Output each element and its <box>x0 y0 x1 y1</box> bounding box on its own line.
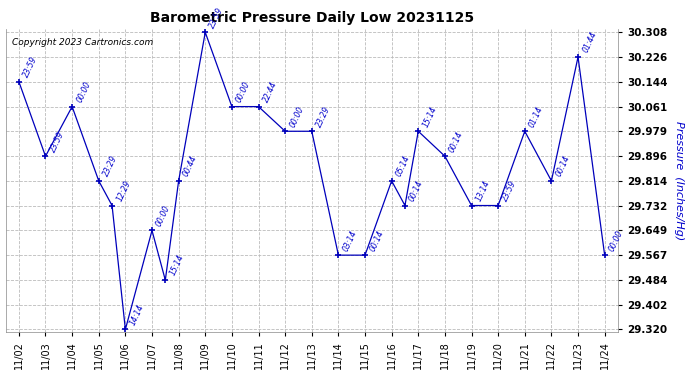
Text: 14:14: 14:14 <box>128 303 146 327</box>
Text: 00:00: 00:00 <box>235 80 252 104</box>
Text: 23:29: 23:29 <box>101 154 119 178</box>
Text: 00:00: 00:00 <box>75 80 92 104</box>
Text: 23:29: 23:29 <box>315 105 332 129</box>
Text: 00:00: 00:00 <box>607 228 625 252</box>
Title: Barometric Pressure Daily Low 20231125: Barometric Pressure Daily Low 20231125 <box>150 11 474 26</box>
Text: 00:00: 00:00 <box>155 204 172 228</box>
Text: 00:14: 00:14 <box>368 228 385 252</box>
Text: 22:44: 22:44 <box>262 80 279 104</box>
Text: 00:14: 00:14 <box>408 179 425 203</box>
Text: 15:14: 15:14 <box>168 254 186 278</box>
Text: 23:59: 23:59 <box>501 179 518 203</box>
Text: 00:14: 00:14 <box>448 130 465 153</box>
Text: 13:14: 13:14 <box>474 179 492 203</box>
Text: 23:59: 23:59 <box>208 6 226 30</box>
Text: 03:14: 03:14 <box>341 228 359 252</box>
Text: 00:14: 00:14 <box>554 154 572 178</box>
Text: 23:59: 23:59 <box>48 130 66 153</box>
Text: 00:44: 00:44 <box>181 154 199 178</box>
Text: 00:00: 00:00 <box>288 105 306 129</box>
Text: 23:59: 23:59 <box>21 55 39 79</box>
Text: 15:14: 15:14 <box>421 105 439 129</box>
Text: Copyright 2023 Cartronics.com: Copyright 2023 Cartronics.com <box>12 38 153 47</box>
Text: 01:14: 01:14 <box>528 105 545 129</box>
Text: 01:44: 01:44 <box>581 30 598 54</box>
Y-axis label: Pressure  (Inches/Hg): Pressure (Inches/Hg) <box>674 121 684 240</box>
Text: 12:29: 12:29 <box>115 179 132 203</box>
Text: 05:14: 05:14 <box>395 154 412 178</box>
